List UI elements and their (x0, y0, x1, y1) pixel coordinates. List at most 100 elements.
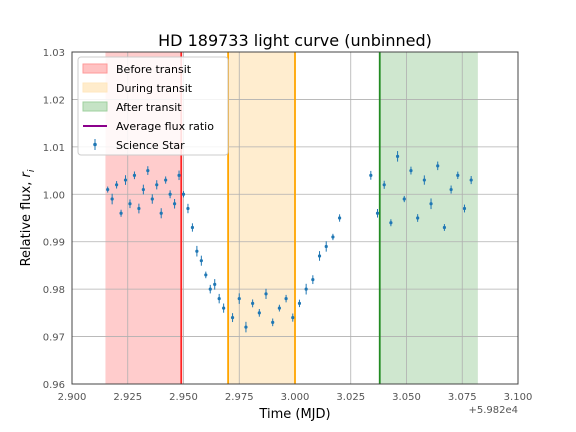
data-marker (271, 320, 275, 324)
data-marker (146, 168, 150, 173)
science-star-point (195, 245, 199, 257)
data-marker (277, 306, 281, 310)
data-marker (186, 206, 190, 211)
science-star-point (186, 203, 190, 214)
science-star-point (324, 241, 328, 252)
science-star-point (395, 151, 400, 162)
science-star-point (429, 198, 433, 210)
x-tick-label-4: 3.000 (281, 392, 310, 403)
legend-marker-science (93, 142, 97, 147)
legend-label-before: Before transit (116, 63, 192, 76)
science-star-point (222, 303, 226, 313)
region-during-transit (228, 52, 295, 384)
data-marker (369, 173, 373, 177)
science-star-point (311, 275, 315, 285)
data-marker (123, 178, 128, 182)
science-star-point (217, 293, 221, 304)
data-marker (115, 183, 119, 187)
data-marker (141, 187, 145, 192)
data-marker (128, 202, 132, 206)
science-star-point (277, 304, 281, 312)
data-marker (119, 211, 123, 215)
science-star-point (237, 293, 241, 304)
data-marker (164, 178, 168, 182)
data-marker (311, 278, 315, 282)
y-tick-label-5: 1.01 (43, 143, 65, 154)
legend-frame (77, 56, 229, 156)
data-marker (257, 311, 261, 315)
legend-swatch-after (82, 101, 108, 112)
science-star-point (244, 321, 248, 333)
science-star-point (146, 166, 150, 175)
science-star-point (115, 181, 119, 189)
data-marker (222, 306, 226, 310)
science-star-point (137, 203, 141, 214)
x-tick-label-1: 2.925 (113, 392, 142, 403)
science-star-point (110, 193, 114, 205)
data-marker (150, 197, 154, 201)
legend-label-after: After transit (116, 101, 182, 114)
science-star-point (271, 318, 275, 327)
science-star-point (331, 233, 335, 241)
x-tick-label-5: 3.025 (336, 392, 365, 403)
science-star-point (264, 288, 268, 299)
legend-label-science: Science Star (116, 139, 185, 152)
data-marker (181, 192, 186, 196)
science-star-point (199, 255, 203, 266)
science-star-point (456, 171, 460, 180)
x-tick-label-0: 2.900 (58, 392, 87, 403)
data-marker (137, 206, 141, 211)
data-marker (168, 192, 172, 196)
science-star-point (442, 224, 447, 231)
axes-frame (71, 51, 519, 385)
data-marker (159, 211, 163, 215)
y-tick-label-2: 0.98 (43, 285, 65, 296)
science-star-point (208, 284, 212, 294)
data-marker (190, 225, 195, 230)
data-marker (317, 254, 322, 258)
data-marker (324, 244, 328, 249)
science-star-point (389, 219, 393, 227)
legend-swatch-before (82, 63, 108, 74)
science-star-point (213, 279, 217, 290)
science-star-point (123, 175, 128, 185)
data-marker (331, 235, 335, 239)
x-tick-label-2: 2.950 (169, 392, 198, 403)
science-star-point (155, 180, 159, 190)
data-marker (155, 183, 159, 187)
x-tick-label-7: 3.075 (448, 392, 477, 403)
data-marker (177, 173, 181, 177)
y-tick-label-0: 0.96 (43, 380, 65, 391)
science-star-point (402, 195, 406, 203)
science-star-point (449, 185, 453, 194)
science-star-point (172, 199, 177, 209)
data-marker (284, 297, 288, 301)
data-marker (402, 197, 406, 201)
y-tick-label-3: 0.99 (43, 238, 65, 249)
data-marker (395, 154, 400, 158)
data-marker (244, 325, 248, 329)
x-tick-label-3: 2.975 (225, 392, 254, 403)
science-star-point (181, 191, 186, 198)
legend-label-during: During transit (116, 82, 193, 95)
data-marker (338, 216, 342, 220)
data-marker (469, 178, 473, 182)
data-marker (264, 292, 268, 296)
data-marker (389, 221, 393, 225)
science-star-point (150, 194, 154, 204)
legend: Before transit During transit After tran… (77, 56, 229, 156)
science-star-point (436, 161, 440, 171)
science-star-point (190, 223, 195, 232)
legend-swatch-during (82, 82, 108, 93)
data-marker (230, 316, 235, 320)
data-marker (110, 197, 114, 201)
x-tick-label-6: 3.050 (392, 392, 421, 403)
data-marker (291, 316, 295, 320)
science-star-point (422, 175, 426, 185)
data-marker (436, 164, 440, 168)
y-tick-label-1: 0.97 (43, 333, 65, 344)
science-star-point (304, 283, 308, 295)
y-tick-label-4: 1.00 (43, 190, 65, 201)
data-marker (382, 183, 386, 187)
science-star-point (462, 204, 467, 213)
